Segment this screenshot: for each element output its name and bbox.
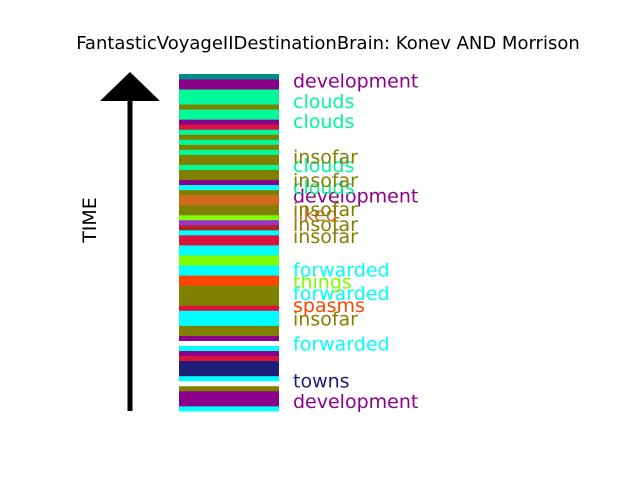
time-stripe [179,350,279,357]
time-stripe [179,169,279,175]
time-stripe [179,134,279,140]
chart-title: FantasticVoyageIIDestinationBrain: Konev… [76,33,580,54]
time-stripe [179,250,279,256]
time-stripe [179,245,279,251]
time-stripe [179,229,279,236]
time-stripe [179,335,279,341]
time-stripe [179,129,279,135]
event-label: spasms [293,295,365,317]
time-stripe [179,290,279,296]
time-stripe [179,124,279,130]
time-stripe [179,74,279,80]
time-stripe [179,340,279,347]
time-stripe [179,194,279,201]
time-axis-label: TIME [79,197,101,244]
event-label: insofar [293,226,358,248]
time-stripe [179,154,279,160]
time-stripe [179,104,279,110]
time-stripe [179,365,279,372]
event-label: clouds [293,177,354,199]
time-stripe [179,214,279,221]
time-stripe [179,184,279,191]
time-stripe [179,305,279,311]
time-stripe [179,395,279,402]
time-stripe [179,179,279,186]
event-label: forwarded [293,334,390,356]
label-column: developmenttownsforwardedinsofarspasmsfo… [293,71,418,413]
time-stripe [179,209,279,216]
time-stripe [179,234,279,241]
event-label: forwarded [293,259,390,281]
event-label: things [293,271,352,293]
time-stripe [179,164,279,170]
time-stripe [179,89,279,95]
event-label: development [293,185,418,207]
time-stripe [179,370,279,377]
time-stripe [179,84,279,90]
time-stripe [179,325,279,331]
time-stripe [179,330,279,336]
time-stripe [179,219,279,226]
time-stripe [179,224,279,231]
time-stripe [179,310,279,316]
time-stripe [179,355,279,362]
event-label: insofar [293,170,358,192]
time-stripe [179,144,279,150]
time-stripe [179,275,279,281]
stripe-column [179,74,279,412]
time-stripe [179,149,279,155]
time-stripe [179,159,279,165]
event-label: insofar [293,147,358,169]
time-stripe [179,320,279,326]
time-stripe [179,375,279,382]
time-stripe [179,139,279,145]
time-stripe [179,199,279,206]
time-stripe [179,265,279,271]
time-stripe [179,345,279,352]
time-stripe [179,204,279,211]
time-stripe [179,400,279,407]
time-stripe [179,300,279,306]
event-label: insofar [293,308,358,330]
event-label: clouds [293,111,354,133]
time-stripe [179,94,279,100]
event-label: forwarded [293,283,390,305]
time-stripe [179,114,279,120]
event-label: development [293,391,418,413]
time-stripe [179,405,279,412]
time-stripe [179,315,279,321]
event-label: clouds [293,155,354,177]
time-stripe [179,360,279,367]
time-stripe [179,239,279,246]
event-label: towns [293,371,350,393]
event-label: insofar [293,214,358,236]
event-label: liked [293,204,338,226]
time-stripe [179,390,279,397]
time-stripe [179,174,279,181]
time-stripe [179,189,279,196]
time-stripe [179,280,279,286]
time-stripe [179,99,279,105]
event-label: insofar [293,199,358,221]
time-stripe [179,285,279,291]
time-stripe [179,385,279,392]
event-label: clouds [293,91,354,113]
time-stripe [179,380,279,387]
time-stripe [179,260,279,266]
time-stripe [179,270,279,276]
time-arrow-head-icon [100,72,160,101]
time-stripe [179,109,279,115]
time-stripe [179,79,279,85]
event-label: development [293,71,418,93]
time-stripe [179,119,279,125]
time-stripe [179,255,279,261]
time-stripe [179,295,279,301]
